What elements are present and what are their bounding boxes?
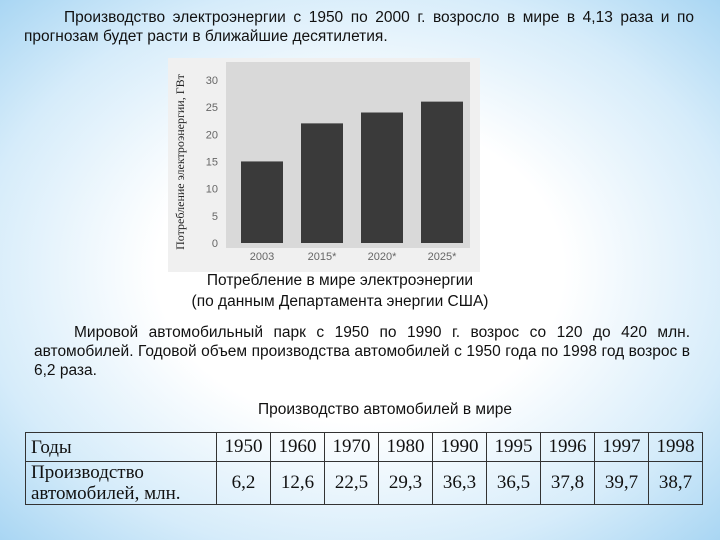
table-cell: Годы bbox=[25, 432, 217, 462]
table-cell: 1960 bbox=[270, 432, 325, 462]
table-cell: 39,7 bbox=[594, 461, 649, 505]
table-row: Производство автомобилей, млн. 6,2 12,6 22,… bbox=[25, 461, 703, 505]
table-cell: 1950 bbox=[216, 432, 271, 462]
y-tick-label: 10 bbox=[206, 184, 218, 196]
table-cell: 1997 bbox=[594, 432, 649, 462]
table: Годы 1950 1960 1970 1980 1990 1995 1996 1997 1998… bbox=[25, 432, 703, 505]
bar bbox=[361, 112, 403, 243]
caption-line: (по данным Департамента энергии США) bbox=[191, 293, 489, 310]
table-row: Годы 1950 1960 1970 1980 1990 1995 1996 1997 1998 bbox=[25, 432, 703, 462]
table-cell: 1996 bbox=[540, 432, 595, 462]
x-tick-label: 2003 bbox=[250, 251, 274, 263]
bar bbox=[301, 123, 343, 243]
caption-line: Потребление в мире электроэнергии bbox=[206, 272, 474, 289]
paragraph: Мировой автомобильный парк с 1950 по 199… bbox=[34, 324, 690, 379]
table-cell: Производство автомобилей, млн. bbox=[25, 461, 217, 505]
table-title: Производство автомобилей в мире bbox=[258, 401, 512, 418]
table-cell: 1970 bbox=[324, 432, 379, 462]
chart: Потребление электроэнергии, ГВт 0 5 10 15 20… bbox=[168, 58, 480, 272]
y-tick-label: 0 bbox=[212, 238, 218, 250]
y-tick-label: 30 bbox=[206, 75, 218, 87]
table-cell: 37,8 bbox=[540, 461, 595, 505]
table-cell: 36,3 bbox=[432, 461, 487, 505]
x-tick-label: 2015* bbox=[308, 251, 337, 263]
table-cell: 1990 bbox=[432, 432, 487, 462]
y-axis-label: Потребление электроэнергии, ГВт bbox=[173, 73, 187, 250]
y-tick-label: 5 bbox=[212, 211, 218, 223]
table-cell: 12,6 bbox=[270, 461, 325, 505]
y-tick-label: 20 bbox=[206, 129, 218, 141]
table-cell: 22,5 bbox=[324, 461, 379, 505]
table-cell: 29,3 bbox=[378, 461, 433, 505]
bar bbox=[241, 161, 283, 243]
table-cell: 1980 bbox=[378, 432, 433, 462]
chart-caption: Потребление в мире электроэнергии (по да… bbox=[150, 270, 530, 312]
table-cell: 36,5 bbox=[486, 461, 541, 505]
y-tick-label: 15 bbox=[206, 156, 218, 168]
x-tick-label: 2025* bbox=[428, 251, 457, 263]
table-cell: 1995 bbox=[486, 432, 541, 462]
table-cell: 1998 bbox=[648, 432, 703, 462]
paragraph: Производство электроэнергии с 1950 по 20… bbox=[24, 9, 694, 45]
table-cell: 38,7 bbox=[648, 461, 703, 505]
table-cell: 6,2 bbox=[216, 461, 271, 505]
y-tick-label: 25 bbox=[206, 102, 218, 114]
bar bbox=[421, 101, 463, 243]
x-tick-label: 2020* bbox=[368, 251, 397, 263]
